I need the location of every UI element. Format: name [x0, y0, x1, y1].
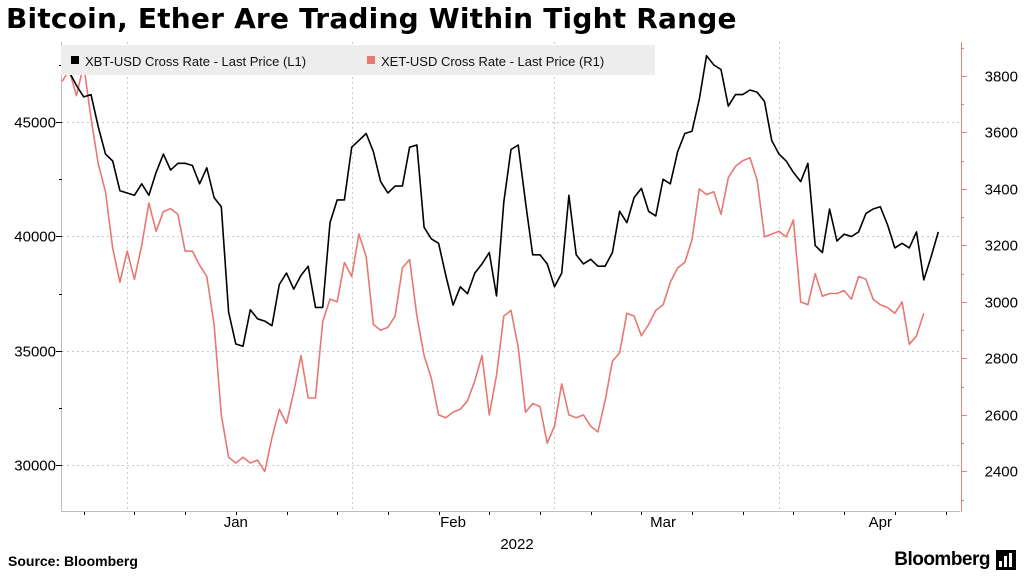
legend: XBT-USD Cross Rate - Last Price (L1) XET…: [61, 45, 655, 75]
gridlines: [62, 42, 960, 511]
right-tick-label: 3800: [985, 69, 1018, 86]
right-tick-label: 3400: [985, 182, 1018, 199]
left-tick-label: 45000: [14, 115, 56, 132]
x-tick-label: Feb: [440, 514, 466, 531]
brand-wordmark: Bloomberg: [894, 549, 990, 570]
series-line-eth: [61, 63, 925, 473]
x-tick-label: Jan: [224, 514, 248, 531]
right-tick-label: 3200: [985, 238, 1018, 255]
left-tick-label: 40000: [14, 229, 56, 246]
right-tick-label: 2800: [985, 351, 1018, 368]
x-tick-label: Apr: [869, 514, 892, 531]
source-note: Source: Bloomberg: [8, 553, 138, 569]
right-tick-label: 3000: [985, 295, 1018, 312]
bloomberg-logo-icon: [996, 550, 1016, 570]
right-tick-label: 2400: [985, 464, 1018, 481]
left-tick-label: 35000: [14, 344, 56, 361]
right-tick-label: 2600: [985, 408, 1018, 425]
series-line-btc: [61, 54, 940, 348]
right-axis: 2400 2600 2800 3000 3200 3400 3600 3800: [961, 48, 1018, 501]
right-tick-label: 3600: [985, 125, 1018, 142]
left-tick-label: 30000: [14, 458, 56, 475]
x-tick-label: Mar: [650, 514, 676, 531]
series-lines: [61, 54, 940, 473]
plot-frame-right: [961, 42, 962, 512]
x-axis: Jan Feb Mar Apr 2022: [62, 511, 960, 553]
plot-frame-left: [61, 42, 62, 512]
legend-swatch-btc: [71, 56, 79, 64]
x-axis-label: 2022: [500, 536, 533, 553]
chart-title: Bitcoin, Ether Are Trading Within Tight …: [6, 2, 737, 35]
legend-label-eth: XET-USD Cross Rate - Last Price (R1): [381, 54, 604, 69]
legend-box: [61, 45, 655, 75]
legend-label-btc: XBT-USD Cross Rate - Last Price (L1): [85, 54, 306, 69]
legend-swatch-eth: [367, 56, 375, 64]
left-axis: 30000 35000 40000 45000: [14, 65, 62, 475]
